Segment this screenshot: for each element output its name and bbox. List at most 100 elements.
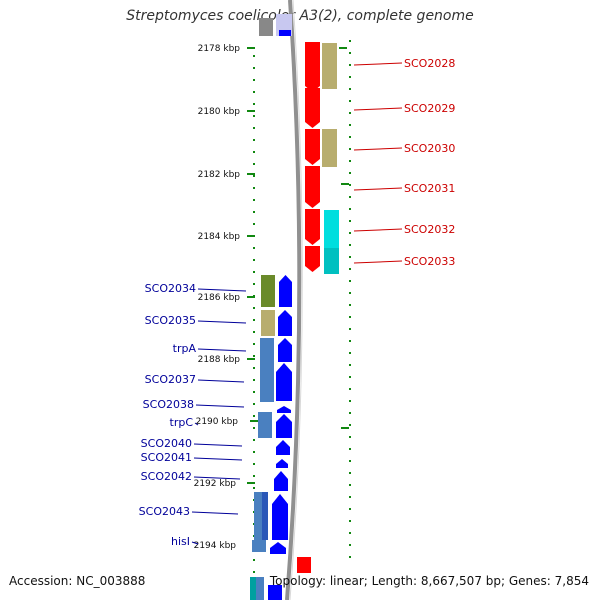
forward-gene-arrow[interactable] [305, 209, 320, 245]
reverse-gene-annotation-bar [258, 412, 272, 438]
reverse-gene-label[interactable]: SCO2041 [141, 451, 192, 464]
reverse-gene-arrow[interactable] [279, 275, 292, 307]
reverse-gene-label[interactable]: trpA [173, 342, 197, 355]
ruler-tick [247, 110, 255, 112]
guide-dot [349, 496, 351, 498]
ruler-tick [247, 235, 255, 237]
guide-dot [349, 148, 351, 150]
guide-dot [349, 184, 351, 186]
reverse-gene-arrow[interactable] [278, 338, 292, 362]
guide-dot [253, 103, 255, 105]
guide-dot [253, 115, 255, 117]
reverse-gene-arrow[interactable] [276, 363, 292, 401]
ruler-label: 2192 kbp [194, 479, 237, 489]
guide-dot [349, 136, 351, 138]
guide-dot [253, 187, 255, 189]
forward-gene-label[interactable]: SCO2032 [404, 223, 455, 236]
gene-leader-line [353, 187, 403, 191]
guide-dot [349, 556, 351, 558]
ruler-tick [247, 482, 255, 484]
right-track-background [300, 40, 346, 600]
reverse-gene-label[interactable]: SCO2038 [143, 398, 194, 411]
reverse-gene-label[interactable]: SCO2034 [145, 282, 196, 295]
forward-gene-annotation-bar [322, 43, 337, 89]
guide-dot [253, 475, 255, 477]
guide-dot [349, 256, 351, 258]
gene-leader-line [353, 62, 403, 66]
reverse-gene-arrow[interactable] [270, 542, 286, 554]
forward-gene-label[interactable]: SCO2028 [404, 57, 455, 70]
guide-dot [253, 223, 255, 225]
reverse-gene-arrow[interactable] [277, 406, 291, 413]
gene-leader-line [197, 320, 247, 324]
gene-leader-line [193, 443, 243, 447]
topology-label: Topology: linear; Length: 8,667,507 bp; … [269, 574, 589, 588]
overview-tile-blue [279, 30, 291, 36]
guide-dot [253, 211, 255, 213]
guide-dot [349, 328, 351, 330]
reverse-gene-label[interactable]: SCO2035 [145, 314, 196, 327]
ruler-label: 2186 kbp [198, 293, 241, 303]
gene-leader-line [197, 379, 245, 383]
reverse-gene-label[interactable]: trpC [170, 416, 194, 429]
reverse-gene-annotation-bar [261, 310, 275, 336]
gene-leader-line [191, 511, 239, 515]
reverse-gene-label[interactable]: SCO2043 [139, 505, 190, 518]
ruler-label: 2194 kbp [194, 541, 237, 551]
guide-dot [253, 151, 255, 153]
reverse-gene-arrow[interactable] [272, 494, 288, 540]
reverse-gene-label[interactable]: SCO2042 [141, 470, 192, 483]
guide-dot [349, 472, 351, 474]
guide-dot [349, 304, 351, 306]
guide-dot [253, 379, 255, 381]
gene-leader-line [195, 404, 245, 408]
guide-dot [349, 532, 351, 534]
reverse-gene-annotation-bar [254, 492, 264, 540]
reverse-gene-annotation-bar [260, 364, 274, 402]
forward-gene-label[interactable]: SCO2030 [404, 142, 455, 155]
forward-gene-arrow[interactable] [305, 88, 320, 128]
reverse-gene-arrow[interactable] [274, 471, 288, 491]
guide-dot [349, 172, 351, 174]
guide-dot [253, 139, 255, 141]
ruler-label: 2190 kbp [196, 417, 239, 427]
ruler-label: 2178 kbp [198, 44, 241, 54]
guide-dot [253, 403, 255, 405]
reverse-gene-label[interactable]: SCO2037 [145, 373, 196, 386]
reverse-gene-arrow[interactable] [278, 310, 292, 336]
ruler: 2178 kbp 2180 kbp 2182 kbp 2184 kbp 2186 kbp… [194, 44, 263, 551]
guide-dot [349, 412, 351, 414]
reverse-gene-label[interactable]: SCO2040 [141, 437, 192, 450]
guide-dot [253, 367, 255, 369]
guide-dot [253, 91, 255, 93]
reverse-gene-arrow[interactable] [276, 414, 292, 438]
overview-tile-blue-bottom [268, 585, 282, 600]
guide-dot [253, 307, 255, 309]
forward-gene-arrow[interactable] [305, 129, 320, 165]
forward-gene-label[interactable]: SCO2031 [404, 182, 455, 195]
reverse-gene-arrow[interactable] [276, 459, 288, 468]
forward-gene-arrow[interactable] [305, 42, 320, 92]
ruler-label: 2188 kbp [198, 355, 241, 365]
guide-dot [349, 196, 351, 198]
forward-gene-arrow[interactable] [305, 246, 320, 272]
guide-dot [253, 67, 255, 69]
guide-dot [349, 460, 351, 462]
reverse-gene-arrow[interactable] [276, 440, 290, 455]
guide-dot [253, 127, 255, 129]
reverse-gene-label[interactable]: hisI [171, 535, 190, 548]
forward-gene-label[interactable]: SCO2029 [404, 102, 455, 115]
genome-title: Streptomyces coelicolor A3(2), complete … [126, 8, 474, 24]
guide-dot [253, 271, 255, 273]
forward-gene-arrow[interactable] [305, 166, 320, 208]
guide-dot [253, 79, 255, 81]
ruler-label: 2184 kbp [198, 232, 241, 242]
guide-dot [349, 364, 351, 366]
guide-dot [253, 391, 255, 393]
guide-dot [349, 424, 351, 426]
guide-dot [349, 388, 351, 390]
forward-gene-label[interactable]: SCO2033 [404, 255, 455, 268]
guide-dot [349, 520, 351, 522]
guide-dot [349, 100, 351, 102]
